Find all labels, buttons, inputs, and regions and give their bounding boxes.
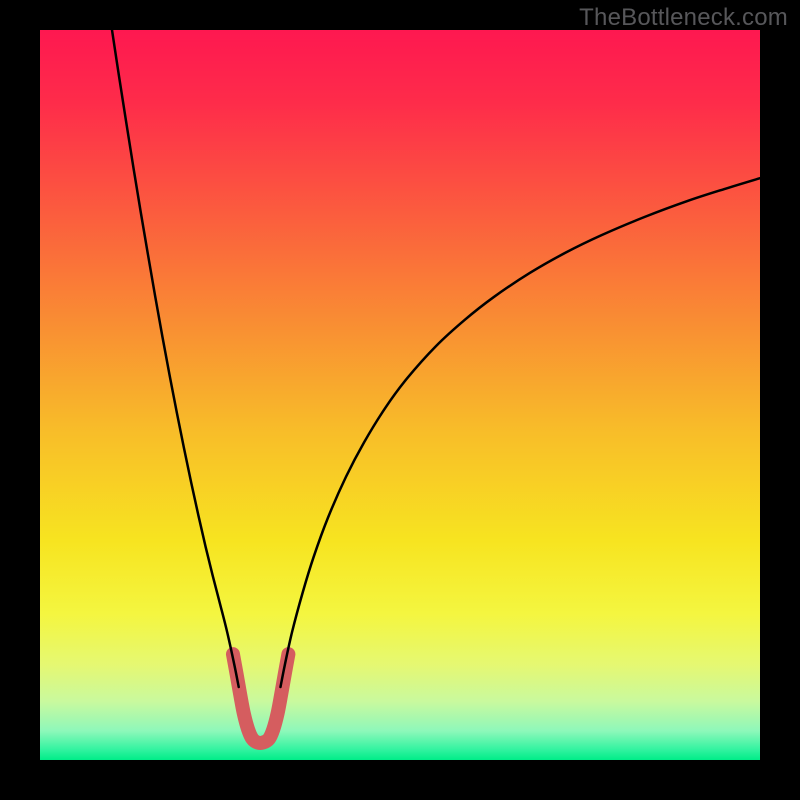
plot-background [40,30,760,760]
chart-stage: TheBottleneck.com [0,0,800,800]
bottleneck-chart [0,0,800,800]
